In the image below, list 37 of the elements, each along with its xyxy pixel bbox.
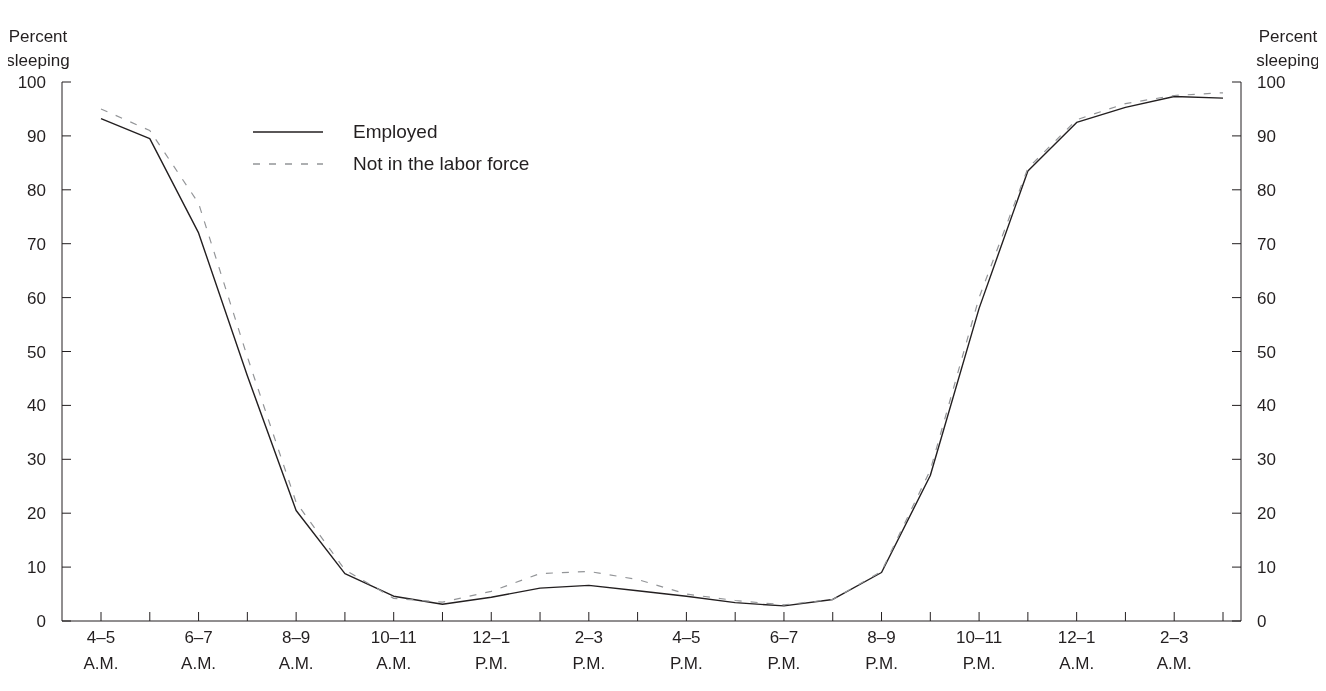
y-tick-label: 40 — [27, 396, 46, 416]
y2-tick-label: 80 — [1257, 180, 1276, 200]
y-tick-label: 100 — [17, 73, 46, 92]
y2-tick-label: 0 — [1257, 612, 1267, 631]
x-tick-label: 10–11 A.M. — [370, 628, 417, 673]
y2-tick-label: 10 — [1257, 558, 1276, 578]
x-tick-label: 8–9 P.M. — [865, 628, 898, 673]
y-tick-label: 70 — [27, 234, 46, 254]
x-tick-label: 6–7 A.M. — [181, 628, 217, 673]
x-tick-label: 10–11 P.M. — [956, 628, 1003, 673]
x-tick-label: 8–9 A.M. — [278, 628, 314, 673]
y-tick-label: 10 — [27, 558, 46, 578]
y-tick-label: 0 — [36, 612, 46, 631]
y2-tick-label: 50 — [1257, 342, 1276, 362]
y2-tick-label: 30 — [1257, 450, 1276, 470]
y2-tick-label: 20 — [1257, 504, 1276, 524]
y2-tick-label: 40 — [1257, 396, 1276, 416]
y-tick-label: 90 — [27, 126, 46, 146]
y2-tick-label: 70 — [1257, 234, 1276, 254]
y-tick-label: 20 — [27, 504, 46, 524]
y-tick-label: 60 — [27, 288, 46, 308]
x-tick-label: 4–5 P.M. — [670, 628, 703, 673]
y2-tick-label: 60 — [1257, 288, 1276, 308]
y-tick-label: 30 — [27, 450, 46, 470]
x-tick-label: 6–7 P.M. — [767, 628, 801, 673]
y2-tick-label: 90 — [1257, 126, 1276, 146]
x-tick-label: 4–5 A.M. — [83, 628, 119, 673]
x-tick-label: 2–3 A.M. — [1156, 628, 1192, 673]
x-tick-label: 12–1 A.M. — [1057, 628, 1096, 673]
y2-axis-title: Percent sleeping — [1256, 27, 1320, 70]
legend-label: Employed — [353, 120, 438, 144]
x-tick-label: 12–1 P.M. — [472, 628, 511, 673]
legend-label: Not in the labor force — [353, 152, 530, 176]
x-tick-label: 2–3 P.M. — [572, 628, 606, 673]
y-tick-label: 50 — [27, 342, 46, 362]
y2-tick-label: 100 — [1257, 73, 1286, 92]
y-tick-label: 80 — [27, 180, 46, 200]
